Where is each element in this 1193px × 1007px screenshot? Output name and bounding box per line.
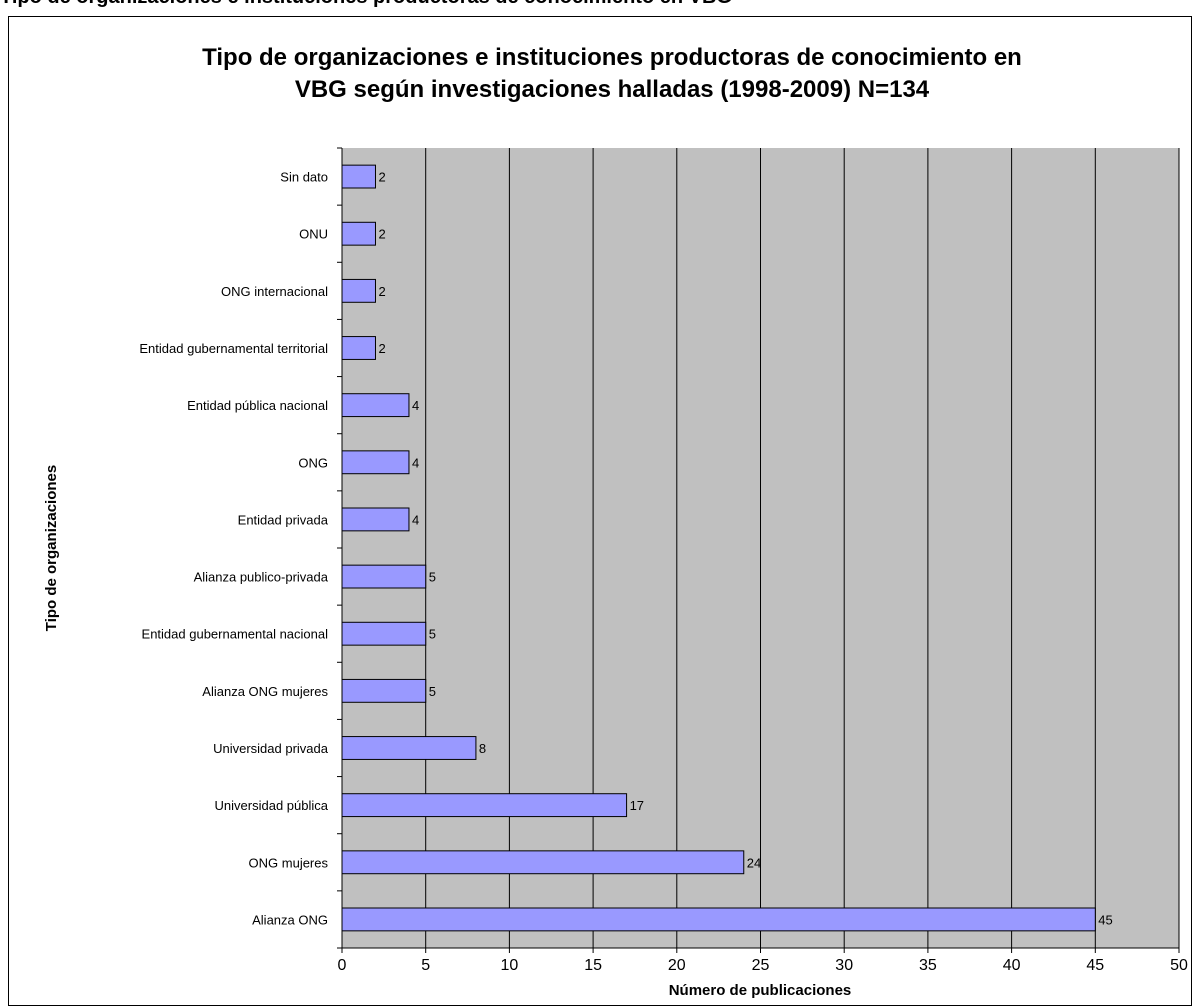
category-label: Sin dato bbox=[280, 170, 328, 185]
category-label: ONU bbox=[299, 227, 328, 242]
category-label: Entidad gubernamental territorial bbox=[139, 341, 328, 356]
bar bbox=[341, 164, 376, 189]
category-label: Alianza ONG mujeres bbox=[202, 684, 328, 699]
category-label: Entidad pública nacional bbox=[187, 398, 328, 413]
x-tick-label: 15 bbox=[584, 957, 602, 974]
partial-header-text: Tipo de organizaciones e instituciones p… bbox=[0, 0, 1193, 8]
chart-title-line-2: VBG según investigaciones halladas (1998… bbox=[295, 76, 930, 103]
y-axis-title: Tipo de organizaciones bbox=[43, 465, 60, 631]
x-axis-title: Número de publicaciones bbox=[669, 982, 852, 999]
data-label: 5 bbox=[429, 570, 436, 585]
data-label: 24 bbox=[747, 855, 761, 870]
bar bbox=[341, 793, 628, 818]
bar bbox=[341, 278, 376, 303]
x-tick-label: 45 bbox=[1086, 957, 1104, 974]
x-tick-label: 20 bbox=[668, 957, 686, 974]
category-label: ONG bbox=[298, 455, 328, 470]
x-tick-label: 5 bbox=[421, 957, 430, 974]
bar-chart: Tipo de organizaciones e instituciones p… bbox=[43, 44, 1188, 999]
data-label: 5 bbox=[429, 627, 436, 642]
data-label: 2 bbox=[378, 170, 385, 185]
bar bbox=[341, 907, 1096, 932]
data-label: 2 bbox=[378, 227, 385, 242]
x-tick-label: 25 bbox=[752, 957, 770, 974]
x-tick-label: 0 bbox=[338, 957, 347, 974]
x-tick-labels: 0 5 10 15 20 25 30 35 40 45 50 bbox=[338, 957, 1188, 974]
bar bbox=[341, 850, 745, 875]
bar bbox=[341, 564, 427, 589]
bar bbox=[341, 736, 477, 760]
category-label: Alianza publico-privada bbox=[194, 570, 329, 585]
bar bbox=[341, 507, 410, 532]
data-label: 45 bbox=[1098, 912, 1112, 927]
category-label: Entidad gubernamental nacional bbox=[142, 627, 329, 642]
y-tick-labels: Sin dato ONU ONG internacional Entidad gube… bbox=[139, 170, 328, 928]
bar bbox=[341, 450, 410, 475]
category-label: Alianza ONG bbox=[252, 912, 328, 927]
chart-title-line-1: Tipo de organizaciones e instituciones p… bbox=[202, 44, 1022, 71]
bar bbox=[341, 678, 427, 703]
bar bbox=[341, 621, 427, 646]
data-label: 17 bbox=[630, 798, 644, 813]
bars bbox=[341, 164, 1096, 932]
bar bbox=[341, 221, 376, 246]
x-tick-label: 35 bbox=[919, 957, 937, 974]
category-label: ONG mujeres bbox=[249, 855, 329, 870]
x-tick-label: 50 bbox=[1170, 957, 1188, 974]
data-label: 5 bbox=[429, 684, 436, 699]
axes bbox=[337, 147, 1180, 953]
gridlines bbox=[425, 148, 1180, 948]
data-label: 4 bbox=[412, 455, 419, 470]
data-label: 2 bbox=[378, 341, 385, 356]
chart-frame: Tipo de organizaciones e instituciones p… bbox=[8, 16, 1192, 1006]
category-label: ONG internacional bbox=[221, 284, 328, 299]
category-label: Universidad pública bbox=[215, 798, 329, 813]
bar bbox=[341, 393, 410, 418]
category-label: Universidad privada bbox=[213, 741, 329, 756]
x-tick-label: 30 bbox=[835, 957, 853, 974]
data-label: 4 bbox=[412, 512, 419, 527]
category-label: Entidad privada bbox=[238, 512, 329, 527]
data-label: 8 bbox=[479, 741, 486, 756]
data-label: 4 bbox=[412, 398, 419, 413]
data-label: 2 bbox=[378, 284, 385, 299]
x-tick-label: 40 bbox=[1003, 957, 1021, 974]
bar bbox=[341, 336, 376, 360]
x-tick-label: 10 bbox=[501, 957, 519, 974]
